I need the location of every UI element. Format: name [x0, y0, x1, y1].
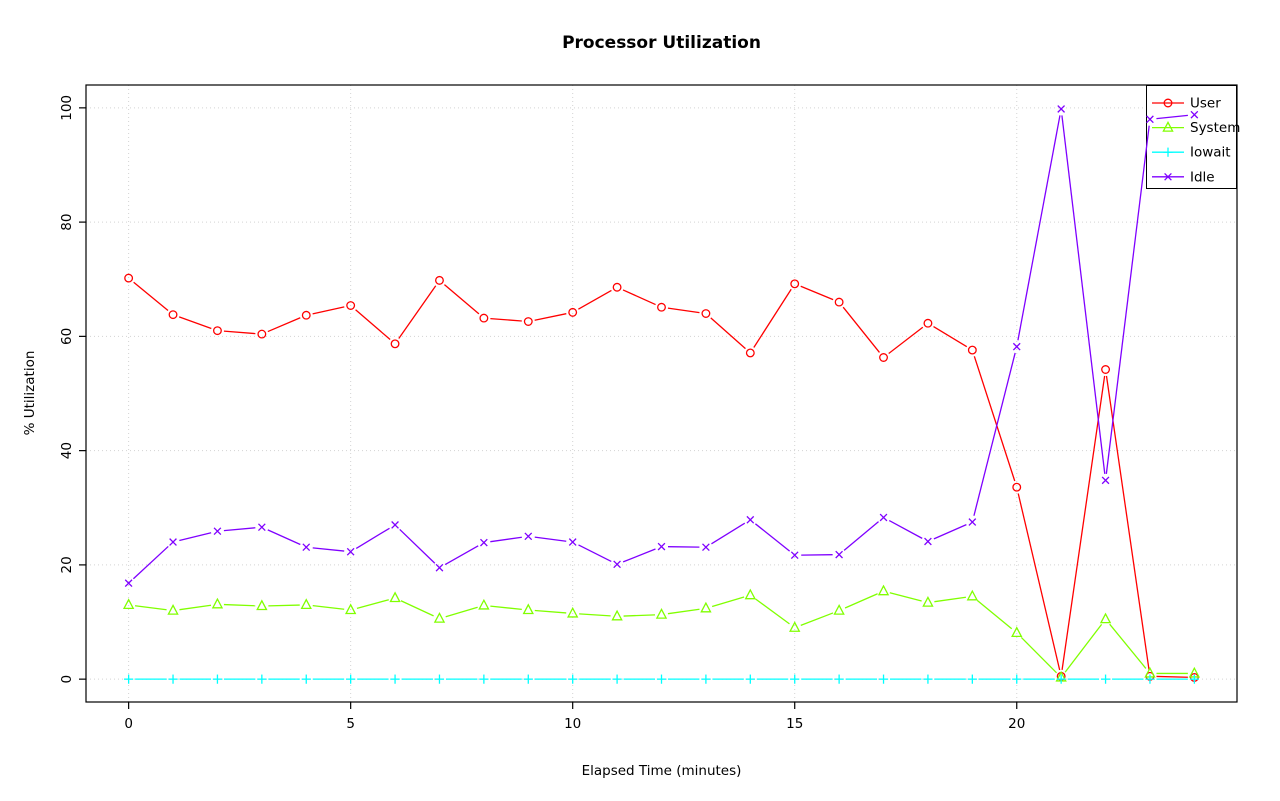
legend-label-system: System	[1190, 120, 1240, 136]
x-tick-label: 20	[1008, 716, 1025, 732]
y-tick-label: 80	[59, 214, 75, 231]
x-tick-label: 10	[564, 716, 581, 732]
x-axis-label: Elapsed Time (minutes)	[581, 763, 742, 779]
x-tick-label: 15	[786, 716, 803, 732]
y-tick-label: 60	[59, 328, 75, 345]
legend-marker-iowait-icon	[1163, 147, 1173, 157]
series-idle	[124, 105, 1199, 588]
y-tick-label: 20	[59, 556, 75, 573]
series-iowait	[124, 674, 1199, 684]
y-tick-label: 100	[59, 95, 75, 121]
x-tick-label: 0	[124, 716, 133, 732]
grid	[86, 85, 1237, 702]
legend-marker-user-icon	[1163, 98, 1173, 108]
chart-title: Processor Utilization	[562, 33, 761, 53]
y-tick-label: 40	[59, 442, 75, 459]
legend-marker-system-icon	[1162, 121, 1174, 132]
legend-label-user: User	[1190, 96, 1221, 112]
y-tick-label: 0	[59, 675, 75, 684]
legend-label-iowait: Iowait	[1190, 145, 1231, 161]
y-axis: 0 20 40 60 80 100	[59, 95, 86, 683]
legend-label-idle: Idle	[1190, 169, 1215, 185]
x-tick-label: 5	[346, 716, 355, 732]
plot-border	[85, 84, 1238, 703]
series-user	[124, 273, 1199, 682]
legend: User System Iowait Idle	[1146, 85, 1240, 189]
x-axis: 0 5 10 15 20	[124, 702, 1025, 732]
series-system	[122, 584, 1201, 682]
legend-marker-idle-icon	[1164, 172, 1172, 181]
y-axis-label: % Utilization	[22, 350, 38, 436]
